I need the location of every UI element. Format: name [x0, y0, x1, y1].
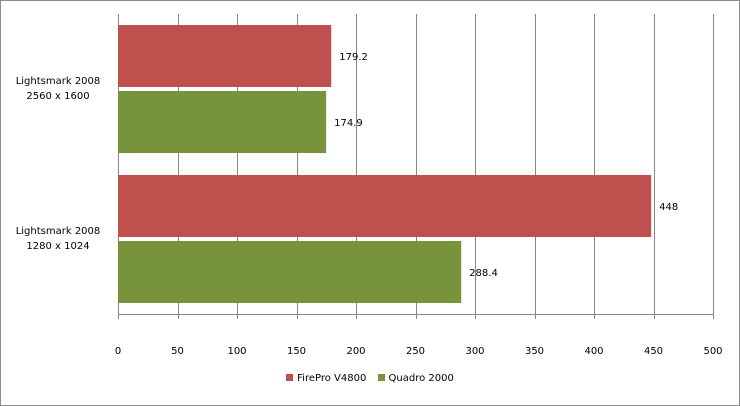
- x-tick-label-2: 100: [227, 346, 246, 357]
- category-label-line: 1280 x 1024: [26, 241, 90, 252]
- bar-1-0: [118, 91, 327, 153]
- category-label-0: Lightsmark 2008 2560 x 1600: [3, 74, 113, 104]
- x-tick-label-7: 350: [525, 346, 544, 357]
- category-label-line: 2560 x 1600: [26, 91, 90, 102]
- x-tick-label-5: 250: [406, 346, 425, 357]
- legend-item-1: Quadro 2000: [377, 373, 454, 384]
- x-tick-label-0: 0: [115, 346, 121, 357]
- x-tick-label-9: 450: [644, 346, 663, 357]
- x-tick-label-10: 500: [703, 346, 722, 357]
- data-label-1-0: 174.9: [334, 118, 363, 129]
- bar-1-1: [118, 241, 462, 303]
- legend-swatch-1: [377, 374, 385, 381]
- bar-0-1: [118, 175, 652, 237]
- data-label-0-0: 179.2: [339, 52, 368, 63]
- data-label-1-1: 288.4: [469, 268, 498, 279]
- x-tick-label-1: 50: [171, 346, 184, 357]
- category-label-line: Lightsmark 2008: [15, 76, 101, 87]
- category-label-1: Lightsmark 2008 1280 x 1024: [3, 224, 113, 254]
- data-label-0-1: 448: [659, 202, 678, 213]
- bar-0-0: [118, 25, 332, 87]
- legend-item-0: FirePro V4800: [286, 373, 366, 384]
- x-tick-label-3: 150: [287, 346, 306, 357]
- category-label-line: Lightsmark 2008: [15, 226, 101, 237]
- legend-swatch-0: [286, 374, 294, 381]
- legend-label-0: FirePro V4800: [297, 373, 367, 384]
- legend: FirePro V4800 Quadro 2000: [0, 373, 740, 384]
- x-tick-label-6: 300: [465, 346, 484, 357]
- x-tick-label-4: 200: [346, 346, 365, 357]
- x-tick-label-8: 400: [584, 346, 603, 357]
- legend-label-1: Quadro 2000: [388, 373, 454, 384]
